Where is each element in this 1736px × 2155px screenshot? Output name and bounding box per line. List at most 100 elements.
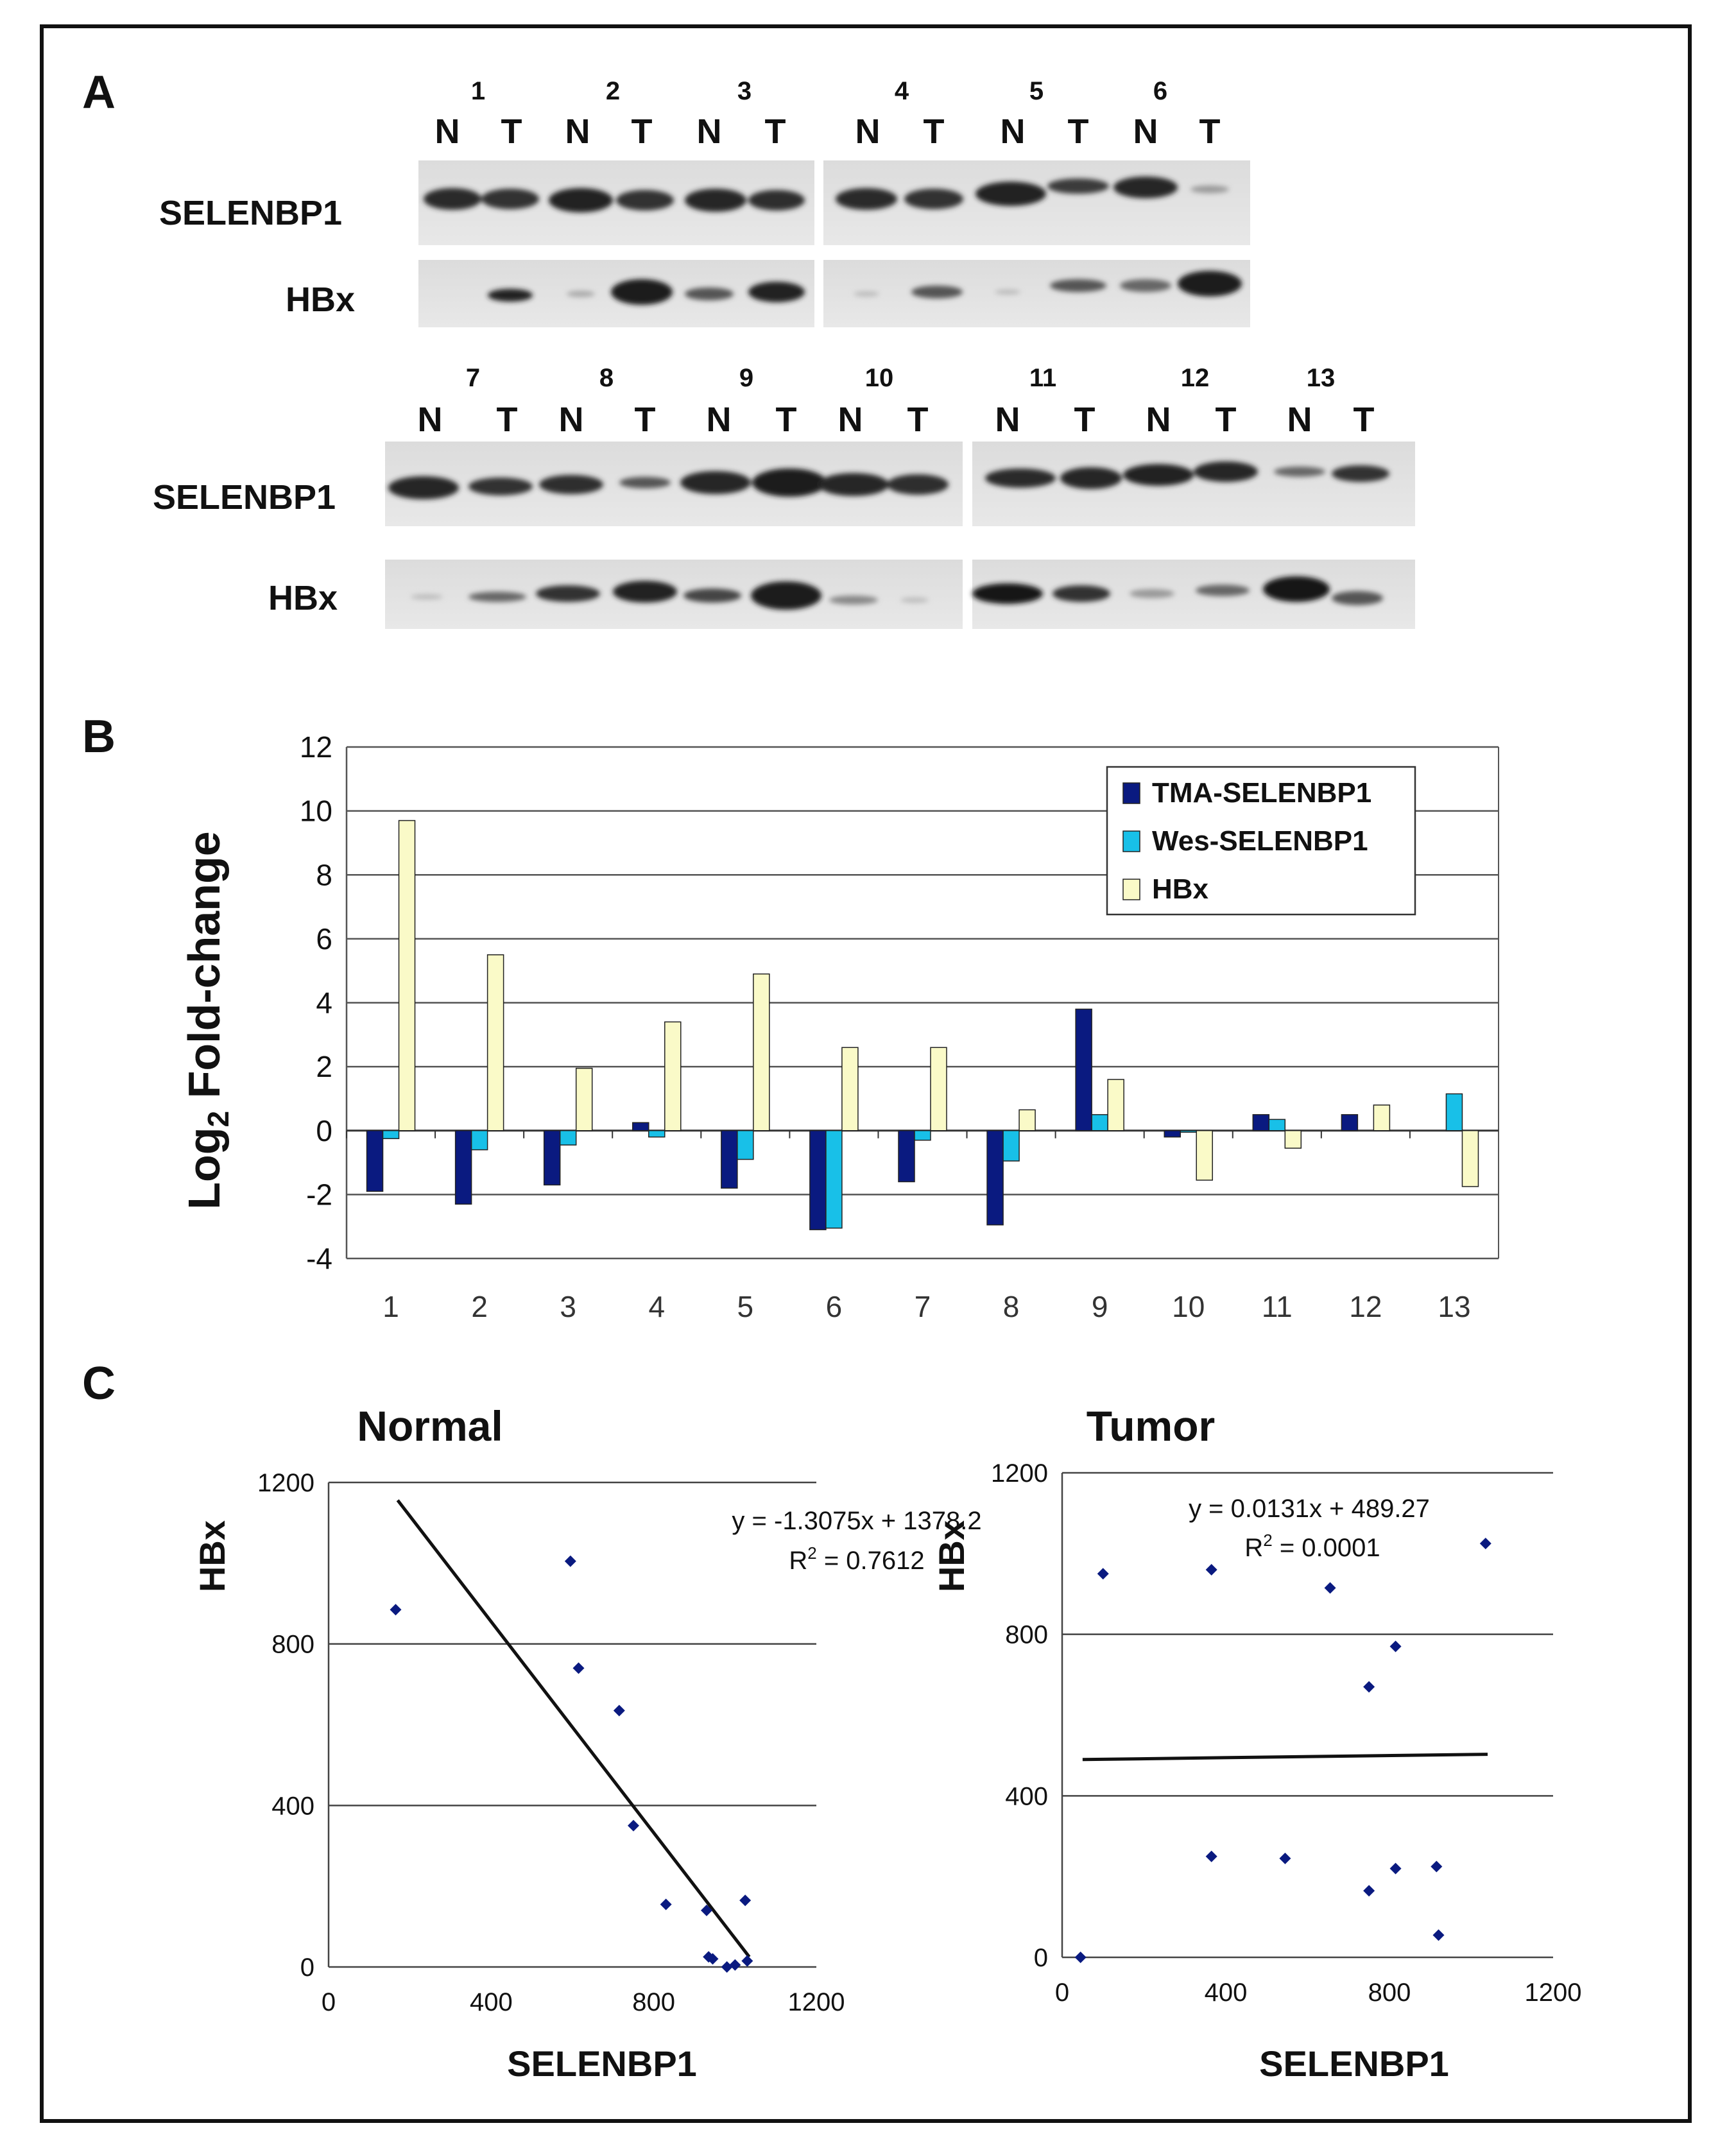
- tumor-xlabel: SELENBP1: [1259, 2043, 1449, 2084]
- lane-label: T: [632, 112, 653, 151]
- lane-label: T: [1354, 400, 1375, 439]
- x-tick-label: 400: [1205, 1979, 1248, 2007]
- normal-title: Normal: [357, 1402, 503, 1450]
- lane-label: N: [435, 112, 460, 151]
- y-tick-label: 10: [300, 794, 332, 828]
- blot-bottom-hbx-left: [385, 560, 963, 629]
- lane-label: N: [565, 112, 590, 151]
- x-tick-label: 800: [1368, 1979, 1411, 2007]
- y-tick-label: 400: [271, 1792, 314, 1820]
- scatter-point: [729, 1959, 741, 1971]
- lane-label: N: [707, 400, 732, 439]
- x-tick-label: 0: [322, 1988, 336, 2016]
- y-tick-label: 1200: [991, 1459, 1048, 1488]
- bar-chart-y-tick-labels: -4 -2 0 2 4 6 8 10 12: [300, 730, 332, 1275]
- trendline: [396, 1499, 751, 1958]
- sample-number: 12: [1181, 364, 1210, 392]
- bar: [559, 1130, 577, 1146]
- bar: [1284, 1130, 1302, 1149]
- x-tick-label: 9: [1092, 1290, 1108, 1323]
- top-sample-numbers: 1 2 3 4 5 6: [471, 77, 1167, 105]
- y-tick-label: 12: [300, 730, 332, 764]
- tumor-scatter-ticks: 0 400 800 1200 0 400 800 1200: [991, 1459, 1581, 2007]
- sample-number: 8: [599, 364, 614, 392]
- sample-number: 3: [737, 77, 752, 105]
- panel-b-letter: B: [82, 711, 116, 762]
- bar: [1107, 1079, 1124, 1131]
- lane-label: N: [1287, 400, 1312, 439]
- scatter-point: [1324, 1582, 1336, 1594]
- sample-number: 4: [895, 77, 909, 105]
- sample-number: 10: [865, 364, 894, 392]
- tumor-scatter-grid: [1061, 1472, 1553, 1959]
- lane-label: N: [697, 112, 722, 151]
- lane-label: N: [559, 400, 584, 439]
- sample-number: 7: [466, 364, 480, 392]
- bar: [470, 1130, 488, 1151]
- bar: [1373, 1104, 1391, 1131]
- top-selenbp1-label: SELENBP1: [159, 194, 342, 232]
- sample-number: 1: [471, 77, 485, 105]
- sample-number: 11: [1029, 364, 1056, 392]
- normal-equation: y = -1.3075x + 1378.2: [732, 1507, 981, 1535]
- normal-scatter-points: [390, 1555, 753, 1973]
- lane-label: T: [501, 112, 522, 151]
- bar: [1461, 1130, 1479, 1187]
- scatter-point: [390, 1604, 402, 1616]
- bar: [1075, 1008, 1092, 1131]
- legend-box: [1106, 766, 1416, 916]
- scatter-point: [701, 1904, 712, 1916]
- legend-swatch: [1122, 830, 1140, 852]
- bar: [914, 1130, 931, 1141]
- bar: [664, 1021, 682, 1131]
- y-tick-label: 1200: [257, 1469, 314, 1497]
- y-tick-label: 800: [1005, 1621, 1048, 1649]
- scatter-point: [741, 1955, 753, 1967]
- scatter-point: [1431, 1860, 1443, 1873]
- lane-label: N: [1133, 112, 1158, 151]
- y-tick-label: 400: [1005, 1782, 1048, 1810]
- bar: [1091, 1114, 1108, 1131]
- bar: [1002, 1130, 1020, 1162]
- bar: [382, 1130, 400, 1139]
- scatter-point: [1389, 1862, 1402, 1875]
- bar: [898, 1130, 915, 1183]
- bar: [486, 954, 504, 1131]
- legend-label: TMA-SELENBP1: [1152, 777, 1371, 809]
- scatter-point: [628, 1819, 639, 1832]
- x-tick-label: 1: [382, 1290, 399, 1323]
- y-tick-label: 0: [300, 1953, 314, 1982]
- bar: [1196, 1130, 1213, 1181]
- y-tick-label: 0: [316, 1114, 332, 1147]
- normal-xlabel: SELENBP1: [507, 2043, 697, 2084]
- bar: [841, 1047, 859, 1131]
- x-tick-label: 5: [737, 1290, 754, 1323]
- normal-trendline: [396, 1499, 751, 1958]
- scatter-point: [1205, 1564, 1217, 1575]
- lane-label: N: [1146, 400, 1171, 439]
- bar: [648, 1130, 666, 1138]
- bar: [809, 1130, 827, 1230]
- bar: [1268, 1119, 1286, 1131]
- blot-top-selenbp1-right: [823, 160, 1250, 245]
- bar: [825, 1130, 843, 1229]
- bar: [1445, 1093, 1463, 1131]
- panel-a-letter: A: [82, 67, 116, 118]
- x-tick-label: 800: [632, 1988, 675, 2016]
- lane-label: T: [497, 400, 518, 439]
- y-tick-label: 8: [316, 858, 332, 891]
- trendline: [1082, 1753, 1488, 1762]
- scatter-point: [1389, 1640, 1402, 1653]
- panel-c-letter: C: [82, 1358, 116, 1409]
- tumor-title: Tumor: [1087, 1402, 1215, 1450]
- bar-chart-ylabel: Log2 Fold-change: [179, 831, 235, 1209]
- blot-top-hbx-left: [418, 260, 814, 327]
- scatter-point: [572, 1662, 585, 1674]
- tumor-scatter-points: [1074, 1538, 1491, 1963]
- lane-label: N: [1001, 112, 1026, 151]
- bottom-selenbp1-label: SELENBP1: [153, 478, 336, 517]
- bar: [1164, 1130, 1181, 1138]
- bar: [737, 1130, 754, 1160]
